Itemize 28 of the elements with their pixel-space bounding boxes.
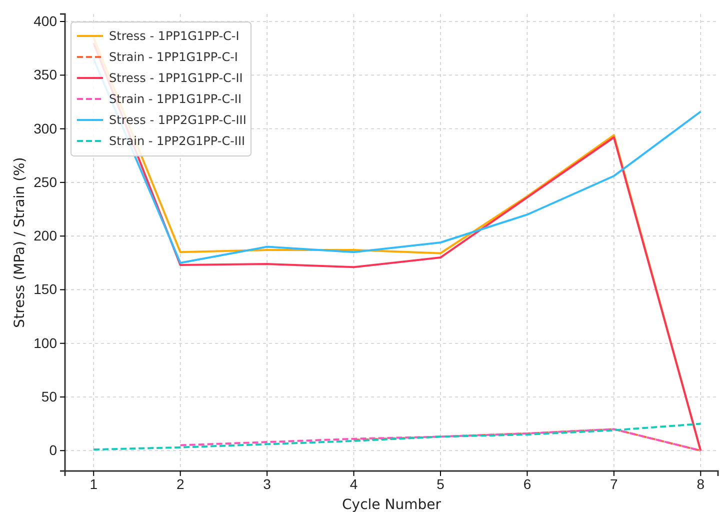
x-axis-title: Cycle Number — [342, 497, 442, 512]
y-tick-label: 400 — [34, 12, 58, 29]
y-tick-label: 250 — [34, 174, 58, 190]
legend-label: Stress - 1PP2G1PP-C-III — [109, 113, 246, 127]
y-tick-label: 0 — [49, 442, 58, 458]
legend-label: Strain - 1PP1G1PP-C-II — [109, 92, 242, 106]
y-tick-label: 150 — [34, 281, 58, 298]
x-tick-label: 4 — [350, 476, 358, 492]
x-tick-label: 7 — [610, 476, 618, 492]
legend-label: Stress - 1PP1G1PP-C-I — [109, 29, 240, 43]
line-series — [92, 422, 702, 451]
legend-label: Strain - 1PP2G1PP-C-III — [109, 134, 246, 148]
y-tick-label: 100 — [34, 334, 58, 351]
line-series — [352, 428, 702, 452]
x-tick-label: 3 — [263, 476, 272, 492]
y-axis-title: Stress (MPa) / Strain (%) — [12, 157, 28, 328]
x-tick-label: 6 — [523, 476, 532, 492]
x-tick-label: 2 — [176, 476, 184, 492]
legend-label: Stress - 1PP1G1PP-C-II — [109, 71, 243, 85]
legend-label: Strain - 1PP1G1PP-C-I — [109, 50, 238, 64]
line-series — [179, 428, 702, 452]
y-tick-label: 50 — [41, 388, 58, 404]
x-tick-label: 8 — [696, 476, 705, 492]
x-tick-label: 5 — [436, 476, 445, 492]
y-tick-label: 300 — [34, 120, 58, 136]
x-tick-label: 1 — [90, 476, 98, 492]
y-tick-label: 350 — [34, 66, 58, 83]
y-tick-label: 200 — [34, 228, 58, 244]
